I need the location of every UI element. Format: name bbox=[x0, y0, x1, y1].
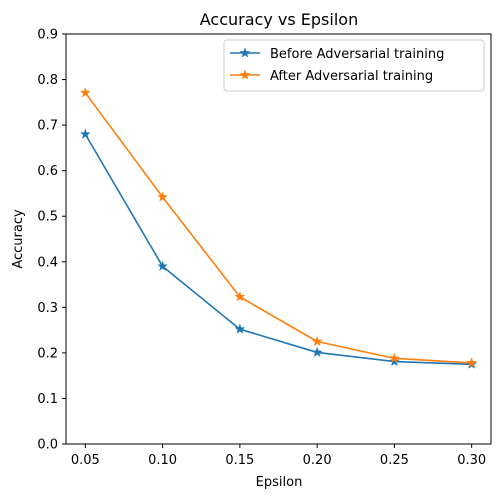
y-tick-label: 0.3 bbox=[37, 301, 58, 316]
y-tick-label: 0.5 bbox=[37, 210, 58, 225]
y-tick-label: 0.8 bbox=[37, 73, 58, 88]
series-1-point bbox=[234, 291, 246, 302]
series-0-point bbox=[311, 346, 323, 358]
series-line-1 bbox=[84, 92, 472, 364]
series-0-point bbox=[234, 323, 246, 334]
series-1-point bbox=[79, 87, 91, 98]
y-tick-label: 0.4 bbox=[37, 255, 58, 270]
y-tick-label: 0.1 bbox=[37, 392, 58, 407]
y-tick-label: 0.7 bbox=[37, 119, 58, 134]
x-tick-label: 0.30 bbox=[457, 453, 486, 468]
series-0-point bbox=[79, 128, 91, 139]
series-1-point bbox=[466, 357, 478, 368]
y-tick-label: 0.9 bbox=[37, 28, 58, 43]
legend-label-0: Before Adversarial training bbox=[270, 47, 444, 62]
y-axis-label: Accuracy bbox=[11, 209, 26, 269]
x-tick-label: 0.20 bbox=[303, 453, 332, 468]
legend-marker-0 bbox=[239, 47, 251, 58]
series-0-point bbox=[388, 355, 400, 367]
x-tick-label: 0.05 bbox=[71, 453, 100, 468]
y-tick-label: 0.2 bbox=[37, 346, 58, 361]
series-0-point bbox=[157, 260, 169, 271]
x-tick-label: 0.10 bbox=[148, 453, 177, 468]
y-axis-ticks: 0.0 0.1 0.2 0.3 0.4 0.5 0.6 0.7 0.8 0.9 bbox=[37, 28, 66, 453]
plot-frame bbox=[65, 33, 492, 445]
y-tick-label: 0.6 bbox=[37, 164, 58, 179]
x-axis-ticks: 0.05 0.10 0.15 0.20 0.25 0.30 bbox=[71, 444, 486, 468]
chart-title: Accuracy vs Epsilon bbox=[200, 10, 358, 29]
series-1-point bbox=[157, 191, 169, 202]
series-1-point bbox=[311, 335, 323, 347]
legend-label-1: After Adversarial training bbox=[270, 69, 433, 84]
legend-box bbox=[223, 39, 485, 92]
y-tick-label: 0.0 bbox=[37, 438, 58, 453]
x-axis-label: Epsilon bbox=[256, 475, 303, 490]
series-1-point bbox=[388, 352, 400, 364]
x-tick-label: 0.25 bbox=[380, 453, 409, 468]
legend: Before Adversarial training After Adversa… bbox=[223, 39, 485, 92]
x-tick-label: 0.15 bbox=[225, 453, 254, 468]
series-group bbox=[79, 87, 478, 369]
series-line-0 bbox=[84, 133, 472, 366]
legend-marker-1 bbox=[239, 69, 251, 80]
